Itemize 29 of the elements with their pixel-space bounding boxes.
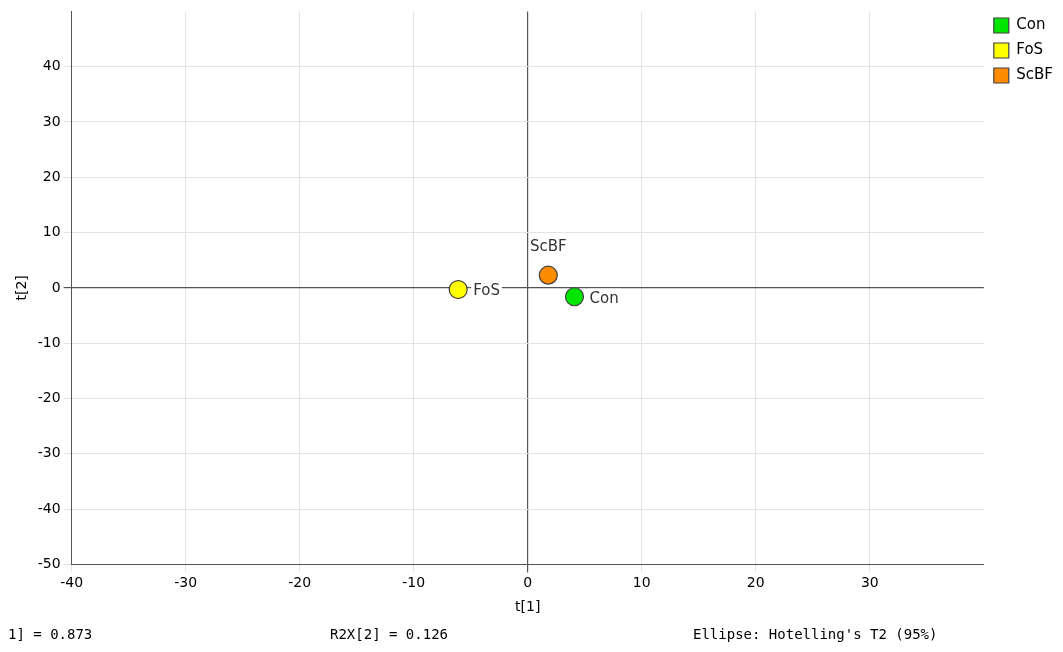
y-tick-label: 0 — [51, 278, 61, 295]
y-tick-label: -40 — [37, 499, 61, 516]
text: 1] = 0.873 — [8, 626, 93, 642]
text: Ellipse: Hotelling's T2 (95%) — [693, 626, 938, 642]
x-tick-label: -10 — [402, 574, 426, 591]
y-tick-label: -30 — [37, 444, 61, 461]
legend-label: ScBF — [1016, 65, 1053, 84]
x-tick-label: 30 — [860, 574, 879, 591]
text: ScBF — [529, 237, 567, 256]
text: FoS — [473, 281, 500, 300]
legend-label: Con — [1016, 15, 1046, 34]
y-tick-label: 40 — [42, 57, 61, 74]
text: Con — [589, 288, 619, 307]
y-tick-label: 10 — [42, 223, 61, 240]
x-tick-label: -40 — [60, 574, 84, 591]
x-tick-label: 0 — [523, 574, 533, 591]
y-tick-label: 20 — [42, 167, 61, 184]
legend-label: FoS — [1016, 40, 1044, 59]
x-tick-label: -20 — [288, 574, 312, 591]
y-tick-label: -20 — [37, 389, 61, 406]
y-tick-label: 30 — [42, 112, 61, 129]
x-tick-label: 20 — [746, 574, 765, 591]
x-axis-title: t[1] — [515, 598, 541, 615]
x-tick-label: 10 — [632, 574, 651, 591]
x-tick-label: -30 — [174, 574, 198, 591]
y-axis-title: t[2] — [13, 275, 30, 301]
y-tick-label: -50 — [37, 555, 61, 572]
y-tick-label: -10 — [37, 333, 61, 350]
text: R2X[2] = 0.126 — [330, 626, 449, 642]
